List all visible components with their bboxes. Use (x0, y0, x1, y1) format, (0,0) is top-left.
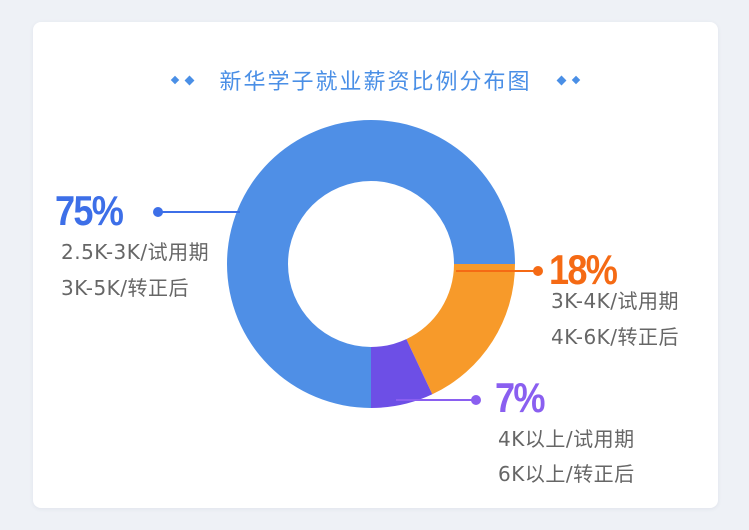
chart-card: 新华学子就业薪资比例分布图 (33, 22, 718, 508)
slice-1-percent: 18% (549, 246, 618, 293)
slice-0 (227, 120, 515, 408)
slice-2-line-2: 6K以上/转正后 (498, 462, 635, 486)
slice-0-line-1: 2.5K-3K/试用期 (61, 240, 210, 264)
slice-2-percent: 7% (495, 374, 545, 421)
title-row: 新华学子就业薪资比例分布图 (33, 62, 718, 98)
slice-1-line-1: 3K-4K/试用期 (551, 289, 680, 313)
slice-1-leader-dot (533, 266, 543, 276)
slice-0-leader-dot (153, 207, 163, 217)
slice-1 (406, 264, 515, 395)
slice-2 (371, 339, 433, 408)
slice-2-line-1: 4K以上/试用期 (498, 427, 635, 451)
slice-0-percent: 75% (55, 187, 124, 234)
slice-2-leader-dot (471, 395, 481, 405)
slice-1-line-2: 4K-6K/转正后 (551, 325, 680, 349)
slice-0-line-2: 3K-5K/转正后 (61, 276, 190, 300)
chart-title: 新华学子就业薪资比例分布图 (219, 70, 532, 95)
